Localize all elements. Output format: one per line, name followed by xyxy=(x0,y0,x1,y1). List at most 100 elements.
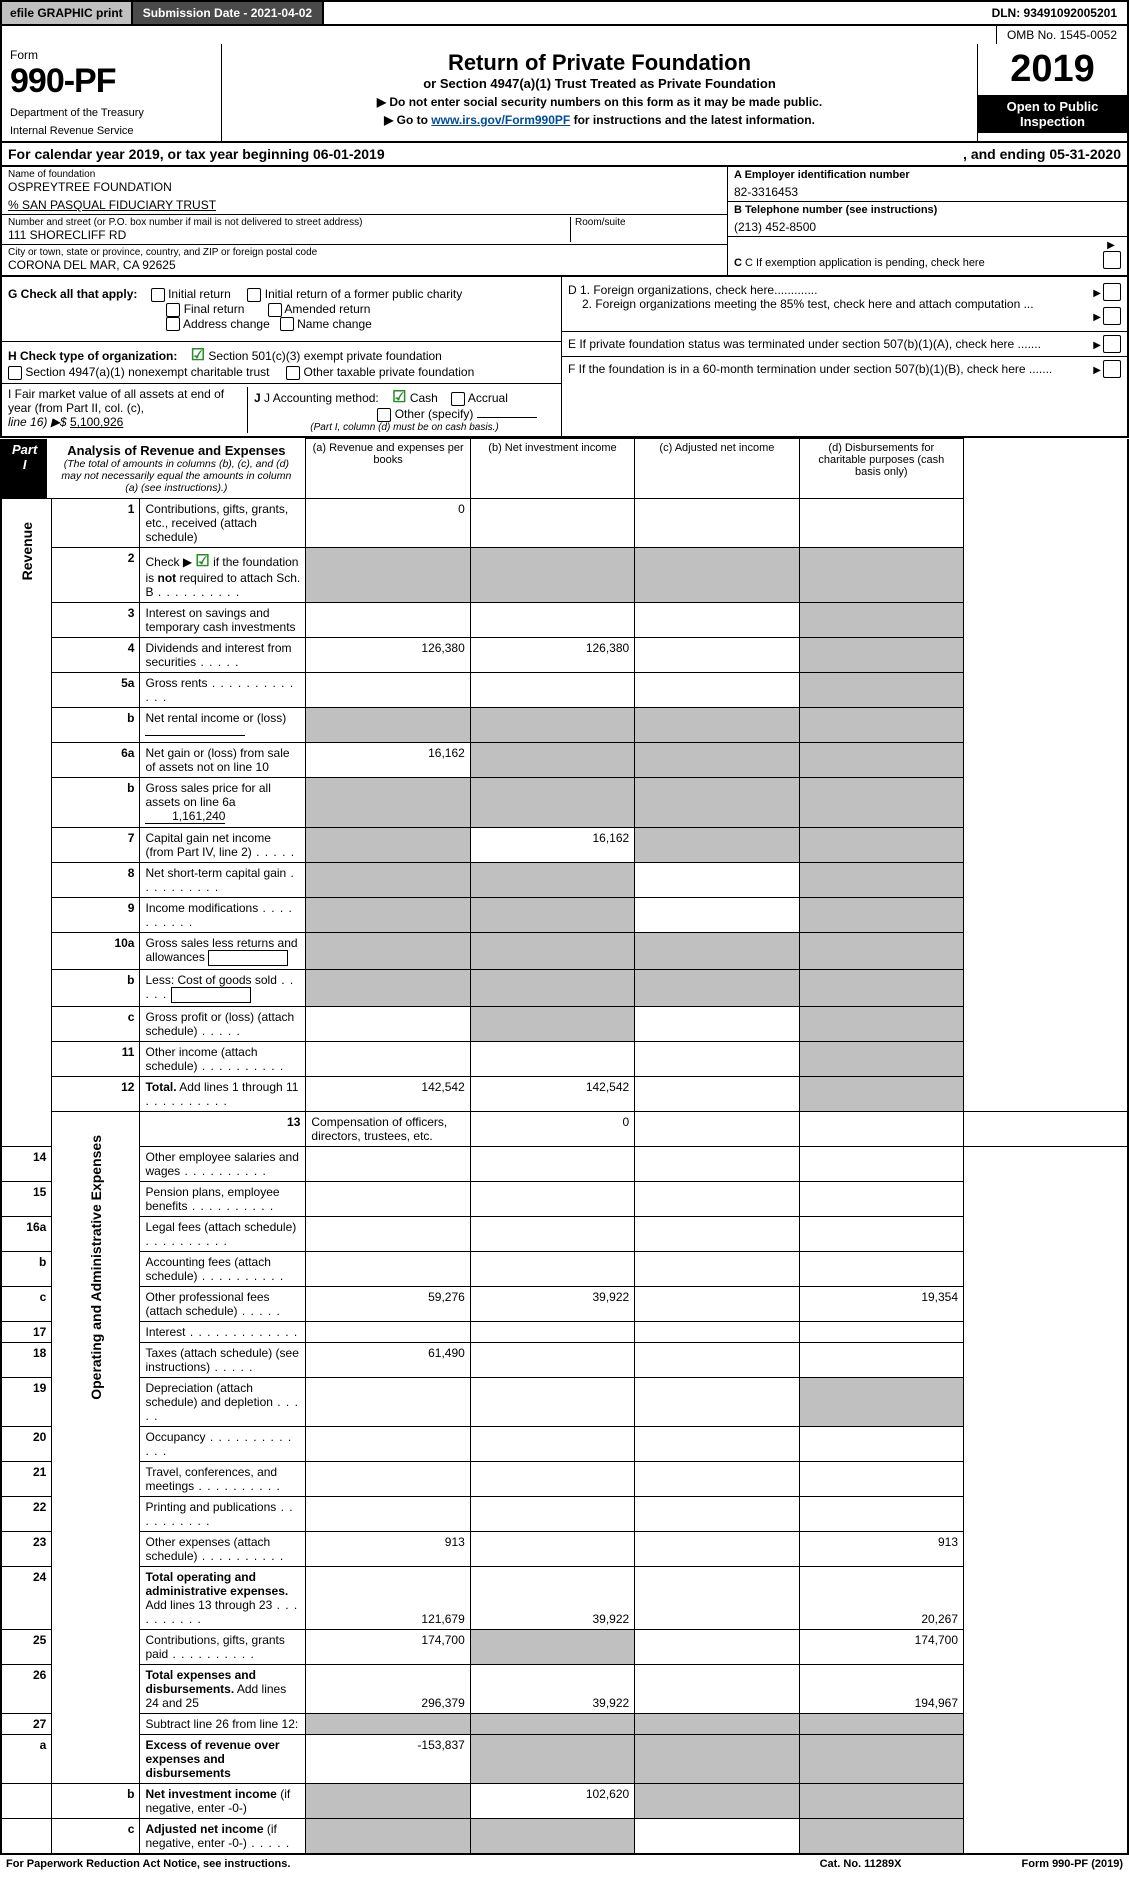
g-name-change-label: Name change xyxy=(297,317,372,331)
g-initial-checkbox[interactable] xyxy=(151,288,165,302)
f-label: F If the foundation is in a 60-month ter… xyxy=(568,362,1052,376)
r23-d: 913 xyxy=(799,1531,963,1566)
g-addr-change-label: Address change xyxy=(183,317,270,331)
cat-no: Cat. No. 11289X xyxy=(820,1858,902,1870)
c-checkbox[interactable] xyxy=(1103,251,1121,269)
g-amended-checkbox[interactable] xyxy=(268,303,282,317)
row-16a: 16aLegal fees (attach schedule) xyxy=(1,1216,1128,1251)
phone-label: B Telephone number (see instructions) xyxy=(734,204,937,216)
row-12: 12Total. Add lines 1 through 11 142,542 … xyxy=(1,1076,1128,1111)
r19-desc: Depreciation (attach schedule) and deple… xyxy=(145,1381,272,1409)
g-label: G Check all that apply: xyxy=(8,287,137,301)
row-18: 18Taxes (attach schedule) (see instructi… xyxy=(1,1342,1128,1377)
i-label: I Fair market value of all assets at end… xyxy=(8,387,224,415)
irs-label: Internal Revenue Service xyxy=(10,125,213,137)
r25-a: 174,700 xyxy=(306,1629,470,1664)
r24-a: 121,679 xyxy=(306,1566,470,1629)
row-3: 3Interest on savings and temporary cash … xyxy=(1,602,1128,637)
r16c-d: 19,354 xyxy=(799,1286,963,1321)
efile-badge[interactable]: efile GRAPHIC print xyxy=(2,2,133,24)
r12-a: 142,542 xyxy=(306,1076,470,1111)
j-other-checkbox[interactable] xyxy=(377,408,391,422)
form-note-link: ▶ Go to www.irs.gov/Form990PF for instru… xyxy=(232,113,967,127)
row-5a: 5aGross rents xyxy=(1,672,1128,707)
irs-link[interactable]: www.irs.gov/Form990PF xyxy=(431,113,570,127)
r27a-a: -153,837 xyxy=(306,1734,470,1783)
dln-label: DLN: 93491092005201 xyxy=(982,4,1127,22)
f-checkbox[interactable] xyxy=(1103,360,1121,378)
row-16c: cOther professional fees (attach schedul… xyxy=(1,1286,1128,1321)
exemption-pending-cell: C C If exemption application is pending,… xyxy=(728,237,1127,275)
r12-b: 142,542 xyxy=(470,1076,634,1111)
form-header-center: Return of Private Foundation or Section … xyxy=(222,44,977,141)
check-icon: ☑ xyxy=(195,553,209,570)
r24-b: 39,922 xyxy=(470,1566,634,1629)
row-27a: aExcess of revenue over expenses and dis… xyxy=(1,1734,1128,1783)
r5b-desc: Net rental income or (loss) xyxy=(145,711,286,725)
name-label: Name of foundation xyxy=(8,169,721,180)
d1-checkbox[interactable] xyxy=(1103,283,1121,301)
r22-desc: Printing and publications xyxy=(145,1500,276,1514)
part-i-bar: Part I xyxy=(2,439,47,498)
dept-treasury: Department of the Treasury xyxy=(10,107,213,119)
r13-a: 0 xyxy=(470,1111,634,1146)
r26-d: 194,967 xyxy=(799,1664,963,1713)
e-checkbox[interactable] xyxy=(1103,335,1121,353)
row-26: 26Total expenses and disbursements. Add … xyxy=(1,1664,1128,1713)
r8-desc: Net short-term capital gain xyxy=(145,866,286,880)
r25-d: 174,700 xyxy=(799,1629,963,1664)
row-27b: bNet investment income (if negative, ent… xyxy=(1,1783,1128,1818)
d-section: D 1. Foreign organizations, check here..… xyxy=(562,277,1127,332)
city-cell: City or town, state or province, country… xyxy=(2,245,727,274)
d2-checkbox[interactable] xyxy=(1103,307,1121,325)
row-8: 8Net short-term capital gain xyxy=(1,862,1128,897)
city-state-zip: CORONA DEL MAR, CA 92625 xyxy=(8,258,721,272)
g-addr-change-checkbox[interactable] xyxy=(166,317,180,331)
g-final-checkbox[interactable] xyxy=(166,303,180,317)
r1-desc: Contributions, gifts, grants, etc., rece… xyxy=(140,498,306,547)
row-6a: 6aNet gain or (loss) from sale of assets… xyxy=(1,742,1128,777)
r17-desc: Interest xyxy=(145,1325,185,1339)
row-23: 23Other expenses (attach schedule) 913 9… xyxy=(1,1531,1128,1566)
j-cash-label: Cash xyxy=(410,391,438,405)
h-4947-checkbox[interactable] xyxy=(8,366,22,380)
row-10b: bLess: Cost of goods sold xyxy=(1,969,1128,1006)
r26-b: 39,922 xyxy=(470,1664,634,1713)
row-10a: 10aGross sales less returns and allowanc… xyxy=(1,932,1128,969)
r6b-desc: Gross sales price for all assets on line… xyxy=(145,781,270,809)
r18-a: 61,490 xyxy=(306,1342,470,1377)
phone-value: (213) 452-8500 xyxy=(734,220,1121,234)
r5a-desc: Gross rents xyxy=(145,676,207,690)
form-label: Form xyxy=(10,48,213,62)
h-label: H Check type of organization: xyxy=(8,349,177,363)
form-subtitle: or Section 4947(a)(1) Trust Treated as P… xyxy=(232,76,967,91)
row-14: 14Other employee salaries and wages xyxy=(1,1146,1128,1181)
j-accrual-checkbox[interactable] xyxy=(451,392,465,406)
row-27c: cAdjusted net income (if negative, enter… xyxy=(1,1818,1128,1854)
d2-label: 2. Foreign organizations meeting the 85%… xyxy=(568,297,1034,311)
r10b-desc: Less: Cost of goods sold xyxy=(145,973,276,987)
row-16b: bAccounting fees (attach schedule) xyxy=(1,1251,1128,1286)
j-other-label: Other (specify) xyxy=(395,407,474,421)
row-4: 4Dividends and interest from securities … xyxy=(1,637,1128,672)
j-note: (Part I, column (d) must be on cash basi… xyxy=(254,422,555,433)
r24-desc: Total operating and administrative expen… xyxy=(145,1570,288,1598)
r24b-desc: Add lines 13 through 23 xyxy=(145,1598,272,1612)
j-label: J Accounting method: xyxy=(264,391,379,405)
check-icon: ☑ xyxy=(392,389,406,406)
r23-a: 913 xyxy=(306,1531,470,1566)
row-10c: cGross profit or (loss) (attach schedule… xyxy=(1,1006,1128,1041)
col-a-header: (a) Revenue and expenses per books xyxy=(306,439,470,499)
h-other-checkbox[interactable] xyxy=(286,366,300,380)
form-title: Return of Private Foundation xyxy=(232,50,967,76)
g-initial-former-checkbox[interactable] xyxy=(247,288,261,302)
e-section: E If private foundation status was termi… xyxy=(562,332,1127,357)
col-d-header: (d) Disbursements for charitable purpose… xyxy=(799,439,963,499)
c-label: C If exemption application is pending, c… xyxy=(745,257,985,269)
r1-a: 0 xyxy=(306,498,470,547)
g-section: G Check all that apply: Initial return I… xyxy=(2,277,561,342)
g-name-change-checkbox[interactable] xyxy=(280,317,294,331)
address-cell: Number and street (or P.O. box number if… xyxy=(2,215,727,245)
ein-label: A Employer identification number xyxy=(734,169,910,181)
foundation-name-cell: Name of foundation OSPREYTREE FOUNDATION… xyxy=(2,167,727,215)
